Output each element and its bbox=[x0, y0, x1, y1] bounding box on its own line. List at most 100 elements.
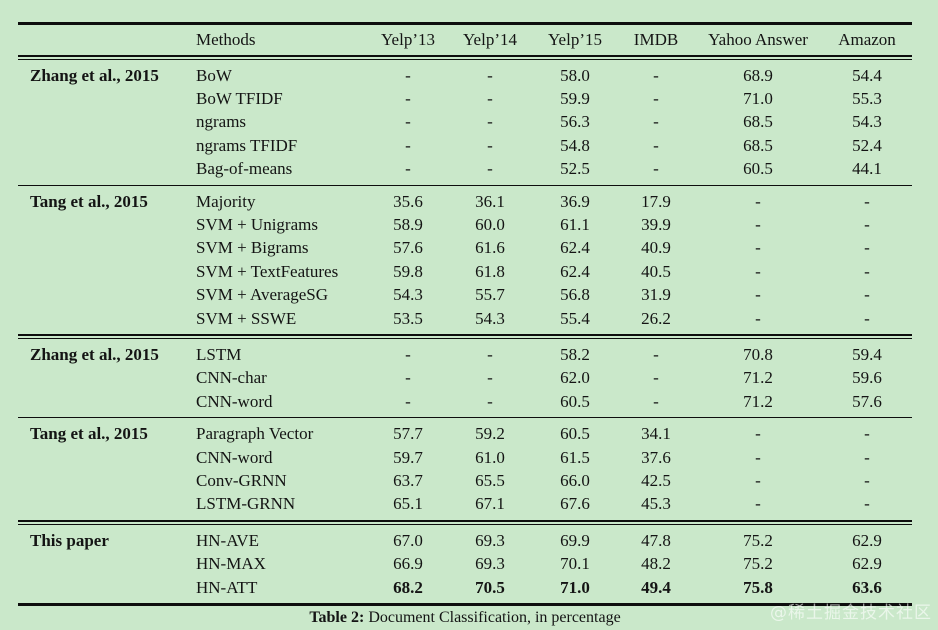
value-cell: 55.7 bbox=[475, 285, 505, 305]
value-cell: 60.5 bbox=[560, 391, 590, 411]
group-label: Tang et al., 2015 bbox=[30, 191, 148, 211]
header-yelp14: Yelp’14 bbox=[462, 30, 517, 49]
method-cell: Majority bbox=[196, 191, 256, 211]
value-cell: 61.5 bbox=[560, 447, 590, 467]
value-cell: - bbox=[653, 65, 659, 85]
value-cell: 69.9 bbox=[560, 530, 590, 550]
value-cell: - bbox=[755, 215, 761, 235]
value-cell: 36.9 bbox=[560, 191, 590, 211]
value-cell: - bbox=[487, 368, 493, 388]
group-separator-double-rule bbox=[18, 520, 912, 526]
table-row: Zhang et al., 2015 LSTM - - 58.2 - 70.8 59.4 bbox=[18, 343, 912, 366]
table-row: SVM + SSWE 53.5 54.3 55.4 26.2 - - bbox=[18, 307, 912, 330]
value-cell: 62.9 bbox=[852, 530, 882, 550]
method-cell: CNN-word bbox=[196, 391, 273, 411]
value-cell: - bbox=[653, 344, 659, 364]
value-cell: 59.2 bbox=[475, 424, 505, 444]
value-cell: - bbox=[864, 191, 870, 211]
value-cell: - bbox=[864, 238, 870, 258]
value-cell: 49.4 bbox=[641, 577, 671, 597]
value-cell: 56.3 bbox=[560, 112, 590, 132]
value-cell: - bbox=[405, 159, 411, 179]
value-cell: - bbox=[653, 112, 659, 132]
value-cell: - bbox=[487, 65, 493, 85]
header-yelp15: Yelp’15 bbox=[547, 30, 602, 49]
table-row: ngrams - - 56.3 - 68.5 54.3 bbox=[18, 111, 912, 134]
value-cell: 67.0 bbox=[393, 530, 423, 550]
value-cell: - bbox=[405, 368, 411, 388]
value-cell: - bbox=[487, 159, 493, 179]
value-cell: - bbox=[405, 65, 411, 85]
value-cell: 57.6 bbox=[393, 238, 423, 258]
method-group: Zhang et al., 2015 LSTM - - 58.2 - 70.8 59.4 CNN… bbox=[18, 339, 912, 417]
value-cell: - bbox=[755, 191, 761, 211]
method-cell: HN-MAX bbox=[196, 554, 266, 574]
table-caption: Table 2: Document Classification, in per… bbox=[18, 609, 912, 627]
value-cell: 40.9 bbox=[641, 238, 671, 258]
value-cell: 52.5 bbox=[560, 159, 590, 179]
value-cell: - bbox=[653, 89, 659, 109]
value-cell: - bbox=[487, 391, 493, 411]
value-cell: 58.0 bbox=[560, 65, 590, 85]
value-cell: 69.3 bbox=[475, 554, 505, 574]
header-separator-rule bbox=[18, 55, 912, 60]
value-cell: 54.3 bbox=[475, 308, 505, 328]
header-methods: Methods bbox=[196, 30, 256, 49]
method-cell: SVM + TextFeatures bbox=[196, 261, 339, 281]
value-cell: 36.1 bbox=[475, 191, 505, 211]
method-group: Tang et al., 2015 Majority 35.6 36.1 36.9 17.… bbox=[18, 186, 912, 334]
value-cell: 60.5 bbox=[560, 424, 590, 444]
value-cell: - bbox=[755, 238, 761, 258]
value-cell: 59.6 bbox=[852, 368, 882, 388]
value-cell: - bbox=[864, 424, 870, 444]
value-cell: 71.0 bbox=[743, 89, 773, 109]
table-row: Conv-GRNN 63.7 65.5 66.0 42.5 - - bbox=[18, 469, 912, 492]
value-cell: 55.3 bbox=[852, 89, 882, 109]
value-cell: 62.4 bbox=[560, 238, 590, 258]
value-cell: 63.7 bbox=[393, 470, 423, 490]
value-cell: 44.1 bbox=[852, 159, 882, 179]
method-group: Tang et al., 2015 Paragraph Vector 57.7 59.… bbox=[18, 418, 912, 520]
value-cell: 68.5 bbox=[743, 112, 773, 132]
table-row: Zhang et al., 2015 BoW - - 58.0 - 68.9 54.4 bbox=[18, 64, 912, 87]
table-row: Tang et al., 2015 Paragraph Vector 57.7 59.… bbox=[18, 422, 912, 445]
value-cell: 68.9 bbox=[743, 65, 773, 85]
value-cell: 55.4 bbox=[560, 308, 590, 328]
value-cell: - bbox=[653, 159, 659, 179]
method-group: Zhang et al., 2015 BoW - -58.0-68.9 54.4 BoW … bbox=[18, 60, 912, 185]
value-cell: - bbox=[864, 215, 870, 235]
value-cell: - bbox=[487, 112, 493, 132]
value-cell: 47.8 bbox=[641, 530, 671, 550]
value-cell: 61.8 bbox=[475, 261, 505, 281]
value-cell: - bbox=[405, 89, 411, 109]
value-cell: - bbox=[864, 494, 870, 514]
table-row: HN-ATT 68.2 70.5 71.0 49.4 75.8 63.6 bbox=[18, 576, 912, 599]
table-row: This paper HN-AVE 67.0 69.3 69.9 47.8 75.2 62.9 bbox=[18, 529, 912, 552]
value-cell: 60.5 bbox=[743, 159, 773, 179]
value-cell: 57.7 bbox=[393, 424, 423, 444]
value-cell: - bbox=[405, 135, 411, 155]
table-row: Tang et al., 2015 Majority 35.6 36.1 36.9 17.… bbox=[18, 190, 912, 213]
method-cell: SVM + SSWE bbox=[196, 308, 297, 328]
caption-text: Document Classification, in percentage bbox=[364, 609, 621, 626]
method-cell: BoW bbox=[196, 65, 232, 85]
value-cell: 75.8 bbox=[743, 577, 773, 597]
value-cell: 61.6 bbox=[475, 238, 505, 258]
value-cell: 75.2 bbox=[743, 554, 773, 574]
value-cell: 59.9 bbox=[560, 89, 590, 109]
group-separator-double-rule bbox=[18, 334, 912, 340]
table-row: Bag-of-means - - 52.5 - 60.5 44.1 bbox=[18, 158, 912, 181]
value-cell: 63.6 bbox=[852, 577, 882, 597]
table-top-rule bbox=[18, 22, 912, 25]
value-cell: 42.5 bbox=[641, 470, 671, 490]
value-cell: 71.0 bbox=[560, 577, 590, 597]
value-cell: 68.2 bbox=[393, 577, 423, 597]
value-cell: - bbox=[755, 285, 761, 305]
value-cell: - bbox=[755, 308, 761, 328]
group-label: Zhang et al., 2015 bbox=[30, 65, 159, 85]
group-label: Tang et al., 2015 bbox=[30, 424, 148, 444]
method-cell: ngrams TFIDF bbox=[196, 135, 298, 155]
results-table: Methods Yelp’13 Yelp’14 Yelp’15 IMDB Yah… bbox=[18, 22, 912, 607]
value-cell: - bbox=[405, 112, 411, 132]
value-cell: 52.4 bbox=[852, 135, 882, 155]
